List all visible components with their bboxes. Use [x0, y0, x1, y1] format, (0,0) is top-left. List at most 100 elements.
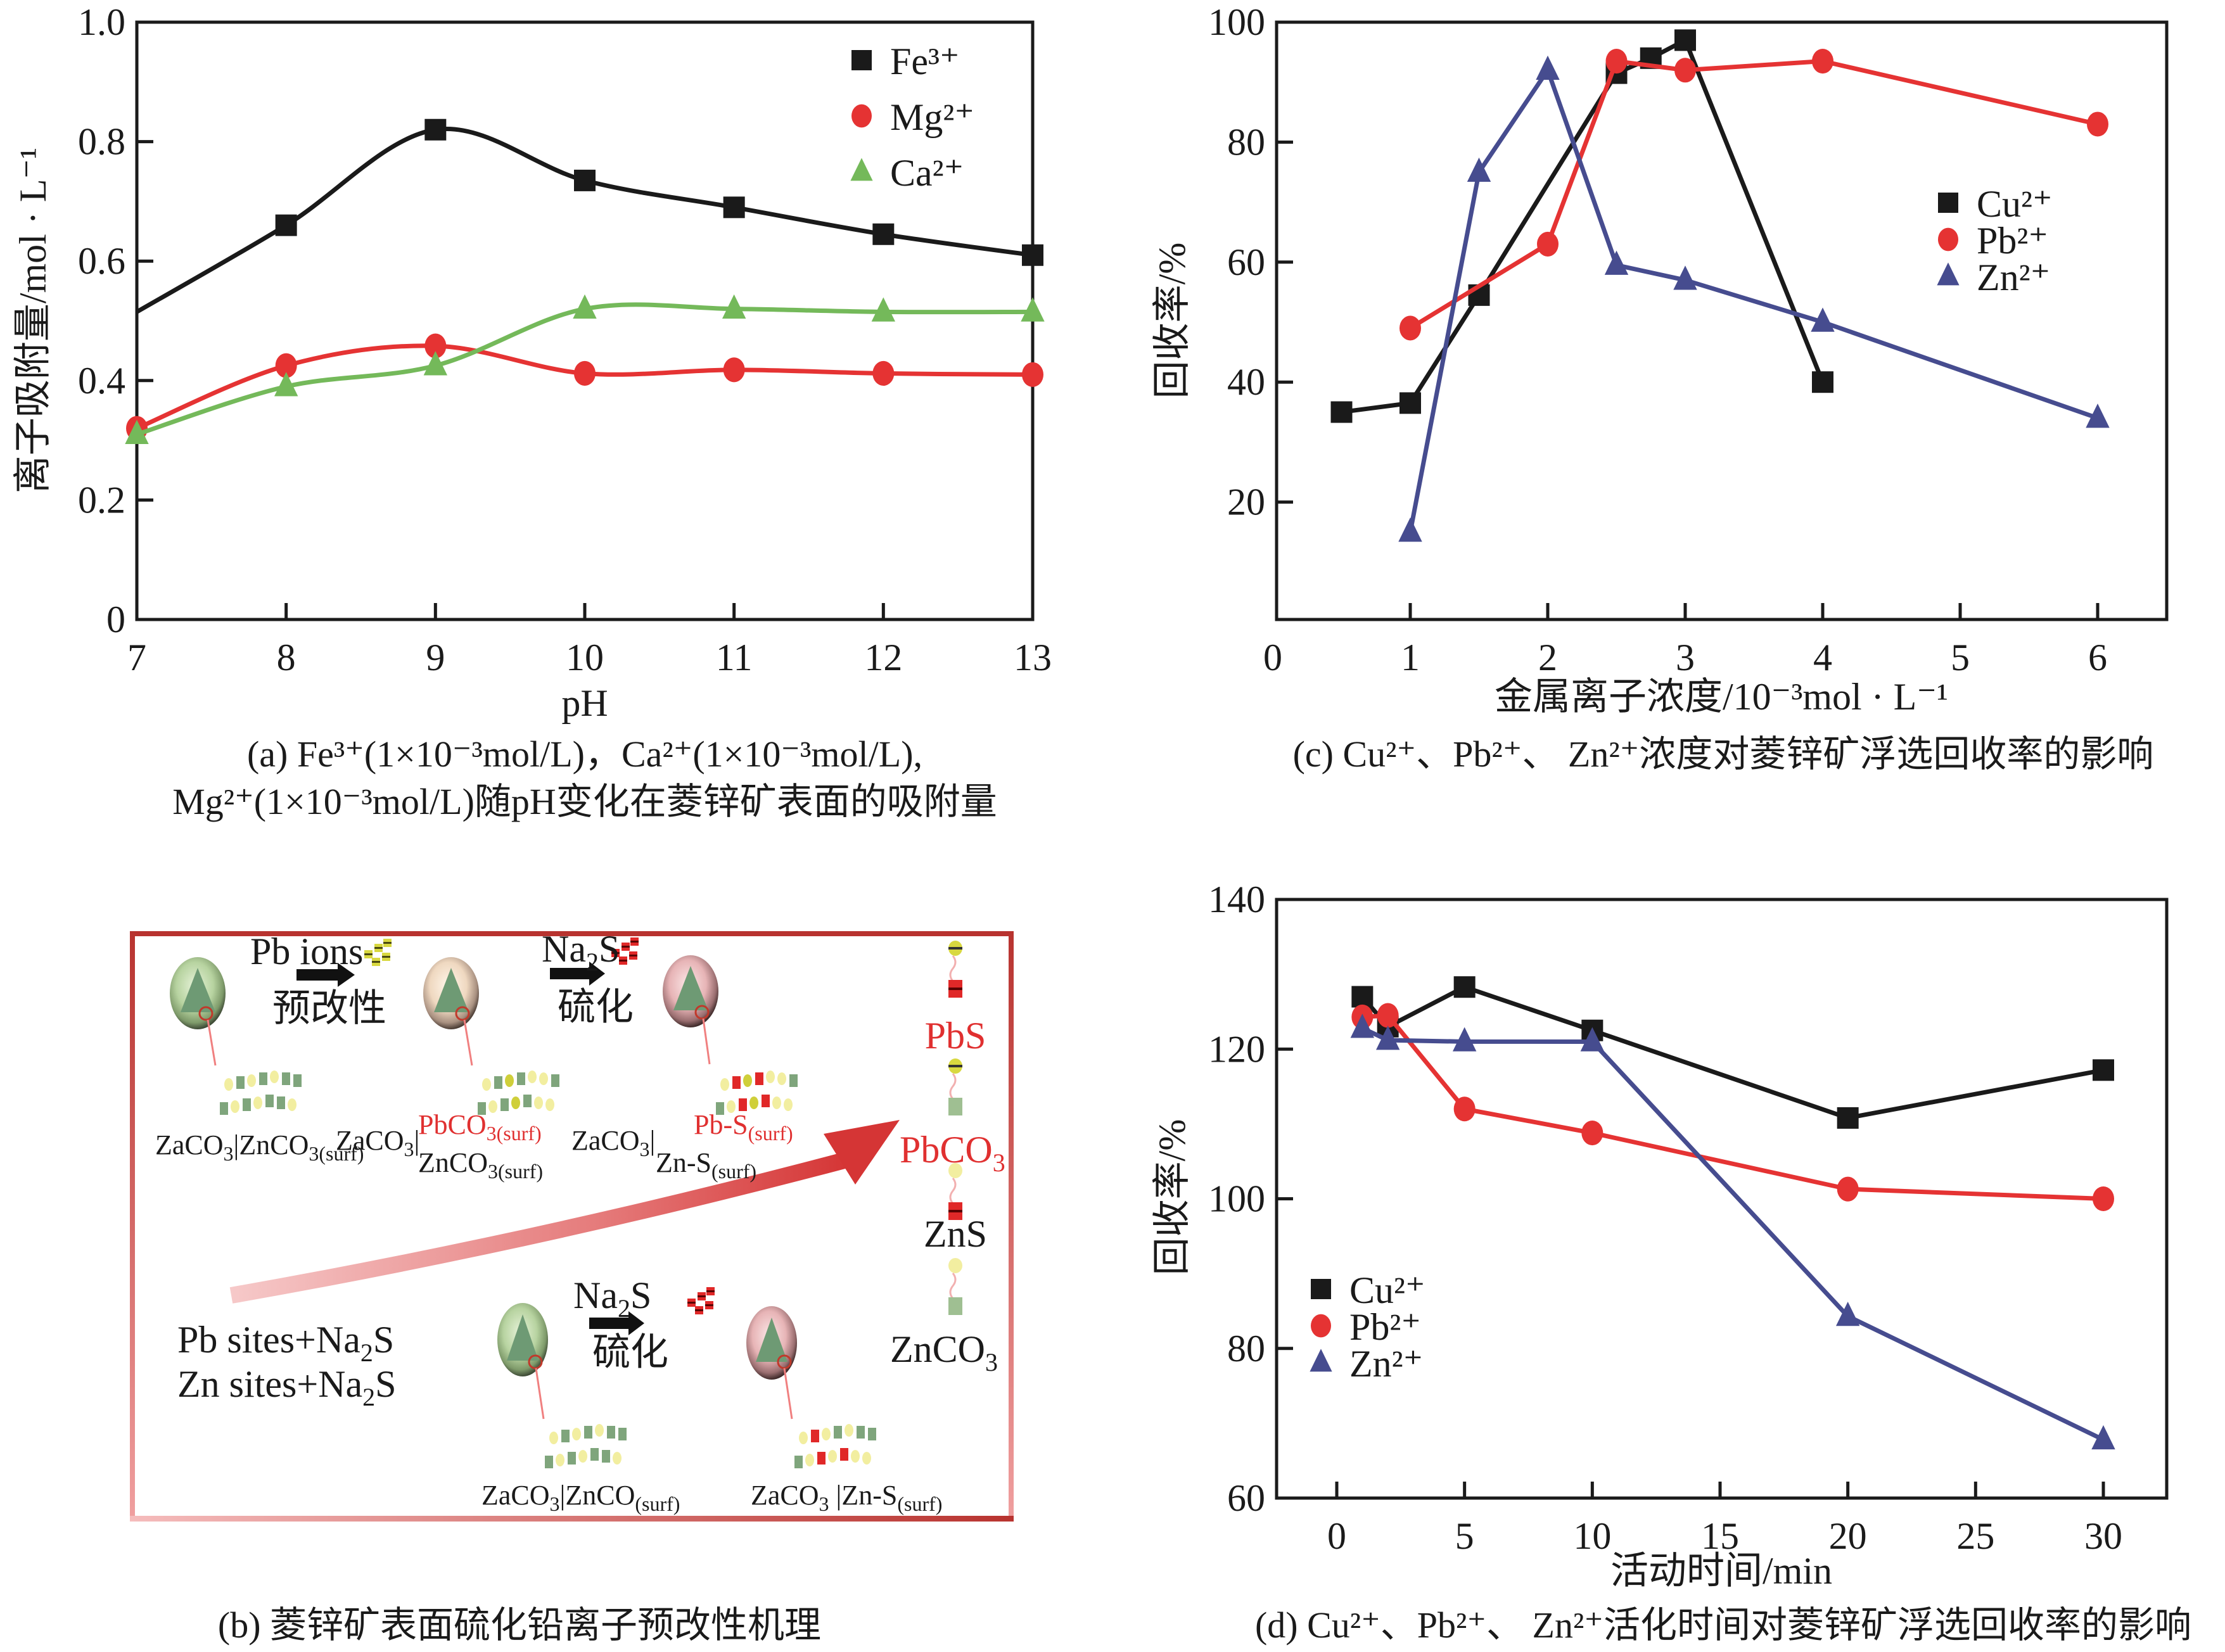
chart-a-data-point — [723, 357, 745, 383]
chart-c-legend-marker — [1937, 262, 1960, 286]
pointer-line-3 — [702, 1018, 711, 1065]
diagram-b-mechanism: Pb ions 预改性 Na2S 硫化 ZaCO3|ZnCO3(surf) Za… — [130, 928, 1014, 1646]
chart-a-data-point — [274, 372, 298, 397]
chart-c-ytick-label: 80 — [1227, 121, 1265, 163]
chart-a-xtick-label: 10 — [566, 637, 604, 678]
arrow-pre-modification — [296, 963, 355, 987]
chart-d-caption: (d) Cu²⁺、Pb²⁺、 Zn²⁺活化时间对菱锌矿浮选回收率的影响 — [1255, 1604, 2191, 1646]
chart-d-data-point — [1581, 1121, 1603, 1146]
molecule-zns — [948, 1163, 962, 1220]
arrow2-bottom-label: 硫化 — [558, 986, 634, 1028]
arrow-sulfidation-bottom — [589, 1311, 644, 1335]
chart-c-series-1 — [1399, 49, 2108, 341]
right-label-zns: ZnS — [924, 1213, 987, 1255]
chart-c-series-2 — [1398, 55, 2110, 542]
bottom-arrow-bottom-label: 硫化 — [592, 1331, 668, 1373]
chart-d-data-point — [2093, 1186, 2114, 1212]
sphere-3-pink — [663, 955, 718, 1027]
chart-d-xtick-label: 30 — [2084, 1515, 2122, 1557]
chart-a-xtick-label: 13 — [1014, 637, 1052, 678]
chart-d-xtick-label: 25 — [1956, 1515, 1994, 1557]
chart-d-legend-marker — [1311, 1279, 1331, 1299]
chart-a-caption-line1: (a) Fe³⁺(1×10⁻³mol/L)，Ca²⁺(1×10⁻³mol/L), — [247, 734, 922, 775]
chart-a-data-point — [125, 419, 149, 444]
molecule-pbco3 — [948, 1058, 962, 1115]
pointer-line-2 — [463, 1019, 473, 1066]
chart-a-xlabel: pH — [561, 682, 608, 724]
chart-c-xtick-label: 5 — [1951, 637, 1970, 678]
chart-c-legend-label: Zn²⁺ — [1977, 257, 2050, 298]
chart-a-xtick-label: 8 — [277, 637, 296, 678]
pb-ions-cluster — [364, 939, 392, 966]
chart-a-data-point — [723, 196, 745, 219]
chart-d-plot-frame — [1275, 898, 2169, 1500]
chart-c-data-point — [2087, 111, 2108, 137]
chart-c-data-point — [1674, 58, 1696, 83]
chart-d-legend-label: Zn²⁺ — [1349, 1343, 1423, 1385]
sphere-2-beige — [423, 957, 479, 1029]
chart-d-xtick-label: 10 — [1573, 1515, 1611, 1557]
chart-a-data-point — [1022, 362, 1043, 387]
big-curved-arrow — [229, 1151, 851, 1304]
chart-c-recovery-vs-concentration: 20 40 60 80 100 0 1 2 3 4 5 6 Cu²⁺Pb²⁺Zn²⁺ 金属离子浓度/1… — [1151, 1, 2169, 775]
chart-d-ytick-label: 120 — [1208, 1028, 1265, 1070]
chart-d-data-point — [1453, 976, 1476, 998]
lattice-znco3 — [220, 1071, 302, 1115]
chart-d-data-point — [1837, 1107, 1859, 1129]
lattice-pb-s — [716, 1071, 798, 1115]
chart-d-data-point — [1453, 1096, 1476, 1122]
chart-c-plot-frame — [1275, 20, 2169, 621]
chart-d-data-point — [1835, 1302, 1860, 1326]
arrow-sulfidation-top — [550, 962, 605, 986]
chart-a-data-point — [872, 360, 895, 386]
chart-a-data-point — [275, 353, 297, 378]
bottom-arrow-top-label: Na2S — [573, 1274, 651, 1323]
chart-a-legend-label: Ca²⁺ — [890, 152, 964, 194]
sites-line-1: Pb sites+Na2S — [177, 1319, 394, 1367]
chart-c-xtick-label: 2 — [1538, 637, 1557, 678]
sphere-5-pink — [746, 1306, 797, 1380]
chart-d-data-point — [1580, 1027, 1605, 1052]
chart-c-ytick-label: 60 — [1227, 241, 1265, 283]
chart-c-ytick-label: 40 — [1227, 361, 1265, 403]
right-label-znco3: ZnCO3 — [890, 1328, 998, 1376]
sphere-4-green — [497, 1303, 548, 1376]
chart-c-ylabel: 回收率/% — [1151, 243, 1193, 399]
chart-c-legend-marker — [1938, 193, 1958, 213]
right-label-pbs: PbS — [925, 1015, 986, 1057]
chart-c-legend: Cu²⁺Pb²⁺Zn²⁺ — [1937, 183, 2053, 298]
chart-c-legend-label: Pb²⁺ — [1977, 220, 2048, 262]
chart-c-caption: (c) Cu²⁺、Pb²⁺、 Zn²⁺浓度对菱锌矿浮选回收率的影响 — [1293, 734, 2154, 775]
chart-a-series-2 — [125, 294, 1045, 444]
chart-d-ytick-label: 100 — [1208, 1178, 1265, 1220]
chart-a-data-point — [424, 118, 447, 141]
chart-a-data-point — [722, 294, 746, 319]
chart-c-series-0 — [1330, 29, 1833, 423]
chart-d-data-point — [2093, 1059, 2114, 1081]
chart-c-legend-label: Cu²⁺ — [1977, 183, 2053, 225]
chart-c-data-point — [1399, 392, 1421, 414]
pointer-line-5 — [783, 1368, 793, 1420]
diagram-frame-top — [130, 931, 1014, 936]
chart-a-ytick-label: 1.0 — [78, 1, 125, 43]
chart-c-data-point — [1399, 315, 1421, 341]
chart-d-data-point — [2091, 1425, 2115, 1450]
chart-c-data-point — [2086, 403, 2110, 428]
diagram-frame-bottom — [130, 1516, 1014, 1522]
surface-label-2-bottom: ZnCO3(surf) — [418, 1147, 543, 1183]
chart-a-data-point — [574, 360, 596, 386]
chart-d-legend-marker — [1310, 1349, 1332, 1372]
chart-d-ylabel: 回收率/% — [1151, 1119, 1193, 1276]
chart-c-legend-marker — [1938, 227, 1958, 251]
pointer-line-4 — [535, 1368, 545, 1420]
arrow2-top-label: Na2S — [542, 928, 620, 976]
na2s-cluster-bottom — [687, 1287, 715, 1314]
chart-a-data-point — [872, 223, 895, 245]
chart-c-data-point — [1467, 157, 1491, 182]
chart-a-data-point — [275, 214, 297, 236]
diagram-frame-right — [1009, 931, 1014, 1520]
chart-c-ytick-label: 20 — [1227, 481, 1265, 523]
chart-a-xtick-label: 7 — [127, 637, 146, 678]
chart-a-series-line — [136, 343, 1033, 431]
